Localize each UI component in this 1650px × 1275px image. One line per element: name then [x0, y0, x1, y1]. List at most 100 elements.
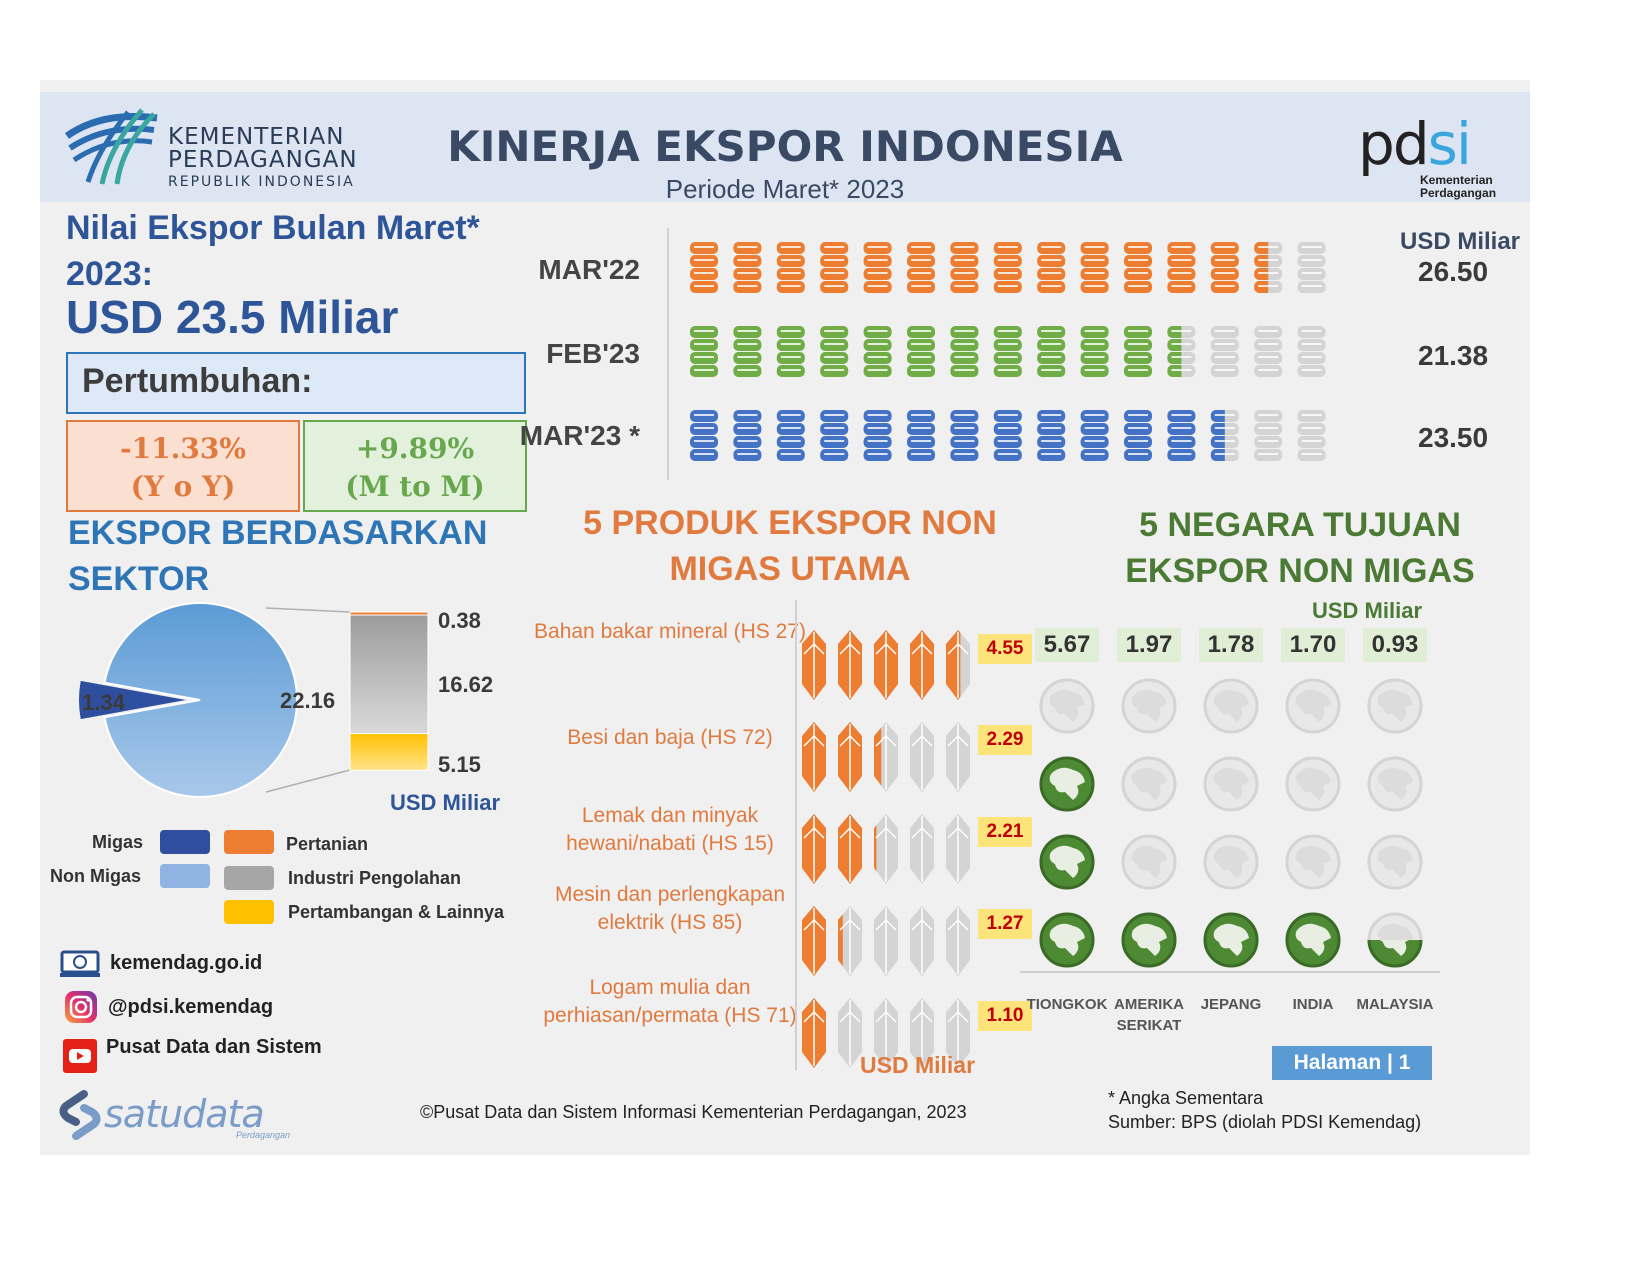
coin-stack-icon — [1254, 326, 1283, 377]
product-label: Mesin dan perlengkapan elektrik (HS 85) — [555, 883, 785, 934]
coin-stack-icon — [1210, 242, 1239, 293]
breakdown-bar-pertambangan — [349, 733, 429, 771]
product-box-icon — [838, 906, 862, 976]
ministry-line1: KEMENTERIAN — [168, 124, 345, 150]
globe-icon — [1121, 834, 1177, 890]
growth-yoy-value: -11.33% — [120, 432, 246, 465]
instagram-icon[interactable] — [64, 990, 98, 1024]
ministry-logo-icon — [64, 108, 158, 185]
products-icon-chart — [795, 600, 970, 1070]
product-label: Bahan bakar mineral (HS 27) — [534, 620, 806, 643]
product-box-icon — [838, 814, 862, 884]
coin-stack-icon — [1297, 242, 1326, 293]
globe-icon — [1367, 834, 1423, 890]
products-unit-label: USD Miliar — [860, 1052, 976, 1078]
coin-stack-icon — [690, 242, 718, 293]
coin-stack-icon — [1167, 410, 1196, 461]
product-box-icon — [946, 630, 970, 700]
export-value-title: Nilai Ekspor Bulan Maret* 2023: — [66, 209, 480, 293]
country-name: MALAYSIA — [1356, 996, 1434, 1013]
product-box-icon — [874, 906, 898, 976]
growth-mtm-value: +9.89% — [355, 432, 475, 465]
globe-icon — [1203, 756, 1259, 812]
coin-stack-icon — [1167, 326, 1196, 377]
monthly-row-value: 23.50 — [1418, 422, 1489, 453]
coin-stack-icon — [993, 326, 1022, 377]
globe-icon — [1121, 756, 1177, 812]
country-name: INDIA — [1292, 996, 1334, 1013]
breakdown-label-industri: 16.62 — [438, 672, 494, 697]
product-box-icon — [910, 998, 934, 1068]
monthly-row-value: 21.38 — [1418, 340, 1489, 371]
pdsi-logo-sub: Kementerian Perdagangan — [1420, 174, 1496, 200]
globe-icon — [1367, 678, 1423, 734]
globe-icon — [1285, 756, 1341, 812]
globe-icon — [1039, 678, 1095, 734]
satudata-logo-sub: Perdagangan — [236, 1130, 291, 1140]
coin-stack-icon — [1080, 326, 1109, 377]
products-title: 5 PRODUK EKSPOR NON MIGAS UTAMA — [583, 504, 997, 588]
sector-unit-label: USD Miliar — [390, 790, 501, 815]
sector-title: EKSPOR BERDASARKAN SEKTOR — [68, 514, 488, 598]
legend-swatch-pertanian — [224, 830, 274, 854]
country-name: JEPANG — [1200, 996, 1262, 1013]
coin-stack-icon — [993, 410, 1022, 461]
legend-label-industri: Industri Pengolahan — [288, 868, 462, 888]
product-box-icon — [802, 906, 826, 976]
coin-stack-icon — [820, 410, 849, 461]
growth-yoy-label: (Y o Y) — [130, 470, 236, 503]
coin-stack-icon — [1124, 326, 1152, 377]
country-value: 1.70 — [1281, 628, 1345, 662]
product-box-icon — [838, 998, 862, 1068]
coin-stack-icon — [863, 410, 892, 461]
globe-icon — [1039, 912, 1095, 968]
instagram-link[interactable]: @pdsi.kemendag — [108, 996, 274, 1018]
growth-mtm-label: (M to M) — [345, 470, 485, 503]
product-value: 1.27 — [978, 909, 1032, 939]
footer-note: * Angka Sementara — [1108, 1088, 1264, 1108]
product-box-icon — [874, 814, 898, 884]
product-box-icon — [838, 630, 862, 700]
product-value: 4.55 — [978, 634, 1032, 664]
coin-stack-icon — [733, 410, 762, 461]
satudata-logo-icon — [59, 1090, 101, 1140]
coin-stack-icon — [950, 326, 979, 377]
monthly-row-value: 26.50 — [1418, 256, 1489, 287]
product-box-icon — [874, 630, 898, 700]
coin-stack-icon — [733, 242, 762, 293]
youtube-icon[interactable] — [62, 1038, 98, 1074]
product-value: 2.21 — [978, 817, 1032, 847]
product-box-icon — [946, 722, 970, 792]
legend-label-migas: Migas — [92, 832, 144, 852]
website-icon[interactable] — [60, 950, 100, 978]
monthly-unit-label: USD Miliar — [1400, 228, 1521, 255]
coin-stack-icon — [950, 242, 979, 293]
website-link[interactable]: kemendag.go.id — [110, 952, 263, 974]
product-box-icon — [946, 814, 970, 884]
coin-stack-icon — [1037, 242, 1066, 293]
pdsi-sub-line2: Perdagangan — [1420, 186, 1497, 200]
product-box-icon — [946, 906, 970, 976]
countries-unit-label: USD Miliar — [1312, 598, 1423, 623]
pdsi-sub-line1: Kementerian — [1420, 173, 1493, 187]
coin-stack-icon — [1080, 242, 1109, 293]
globe-icon — [1203, 678, 1259, 734]
coin-stack-icon — [733, 326, 762, 377]
legend-label-non-migas: Non Migas — [50, 866, 142, 886]
breakdown-label-pertambangan: 5.15 — [438, 752, 481, 777]
product-box-icon — [874, 722, 898, 792]
product-box-icon — [910, 814, 934, 884]
product-box-icon — [946, 998, 970, 1068]
globe-icon — [1039, 834, 1095, 890]
coin-stack-icon — [993, 242, 1022, 293]
legend-swatch-non-migas — [160, 864, 210, 888]
monthly-row-label: MAR'22 — [538, 254, 640, 285]
country-value: 1.97 — [1117, 628, 1181, 662]
globe-icon — [1367, 912, 1423, 968]
product-box-icon — [910, 630, 934, 700]
youtube-link[interactable]: Pusat Data dan Sistem — [106, 1036, 322, 1058]
coin-stack-icon — [907, 410, 935, 461]
ministry-line3: REPUBLIK INDONESIA — [168, 174, 355, 190]
globe-icon — [1039, 756, 1095, 812]
country-value: 0.93 — [1363, 628, 1427, 662]
